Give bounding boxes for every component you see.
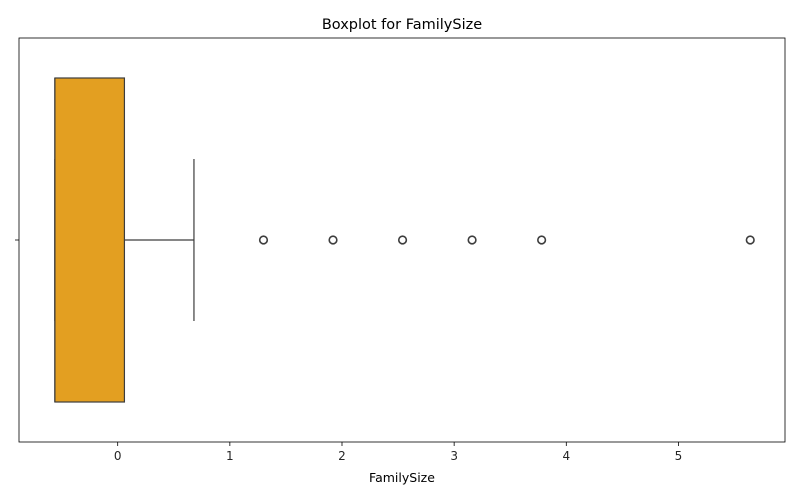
x-tick-label: 0 <box>114 449 122 463</box>
outlier-point <box>328 235 338 245</box>
outlier-point <box>467 235 477 245</box>
x-tick-label: 3 <box>450 449 458 463</box>
outlier-point <box>397 235 408 245</box>
chart-title: Boxplot for FamilySize <box>322 17 482 33</box>
x-tick-label: 2 <box>338 449 346 463</box>
x-axis-label: FamilySize <box>369 470 435 485</box>
x-axis-ticks: 0 1 2 3 4 5 <box>114 442 682 463</box>
interquartile-box <box>54 77 126 403</box>
outlier-point <box>745 235 755 245</box>
x-tick-label: 1 <box>226 449 234 463</box>
outlier-point <box>258 235 269 245</box>
outlier-point <box>537 235 547 245</box>
box-group <box>54 77 195 403</box>
x-tick-label: 5 <box>675 449 683 463</box>
x-tick-label: 4 <box>562 449 570 463</box>
outlier-group <box>258 235 755 245</box>
